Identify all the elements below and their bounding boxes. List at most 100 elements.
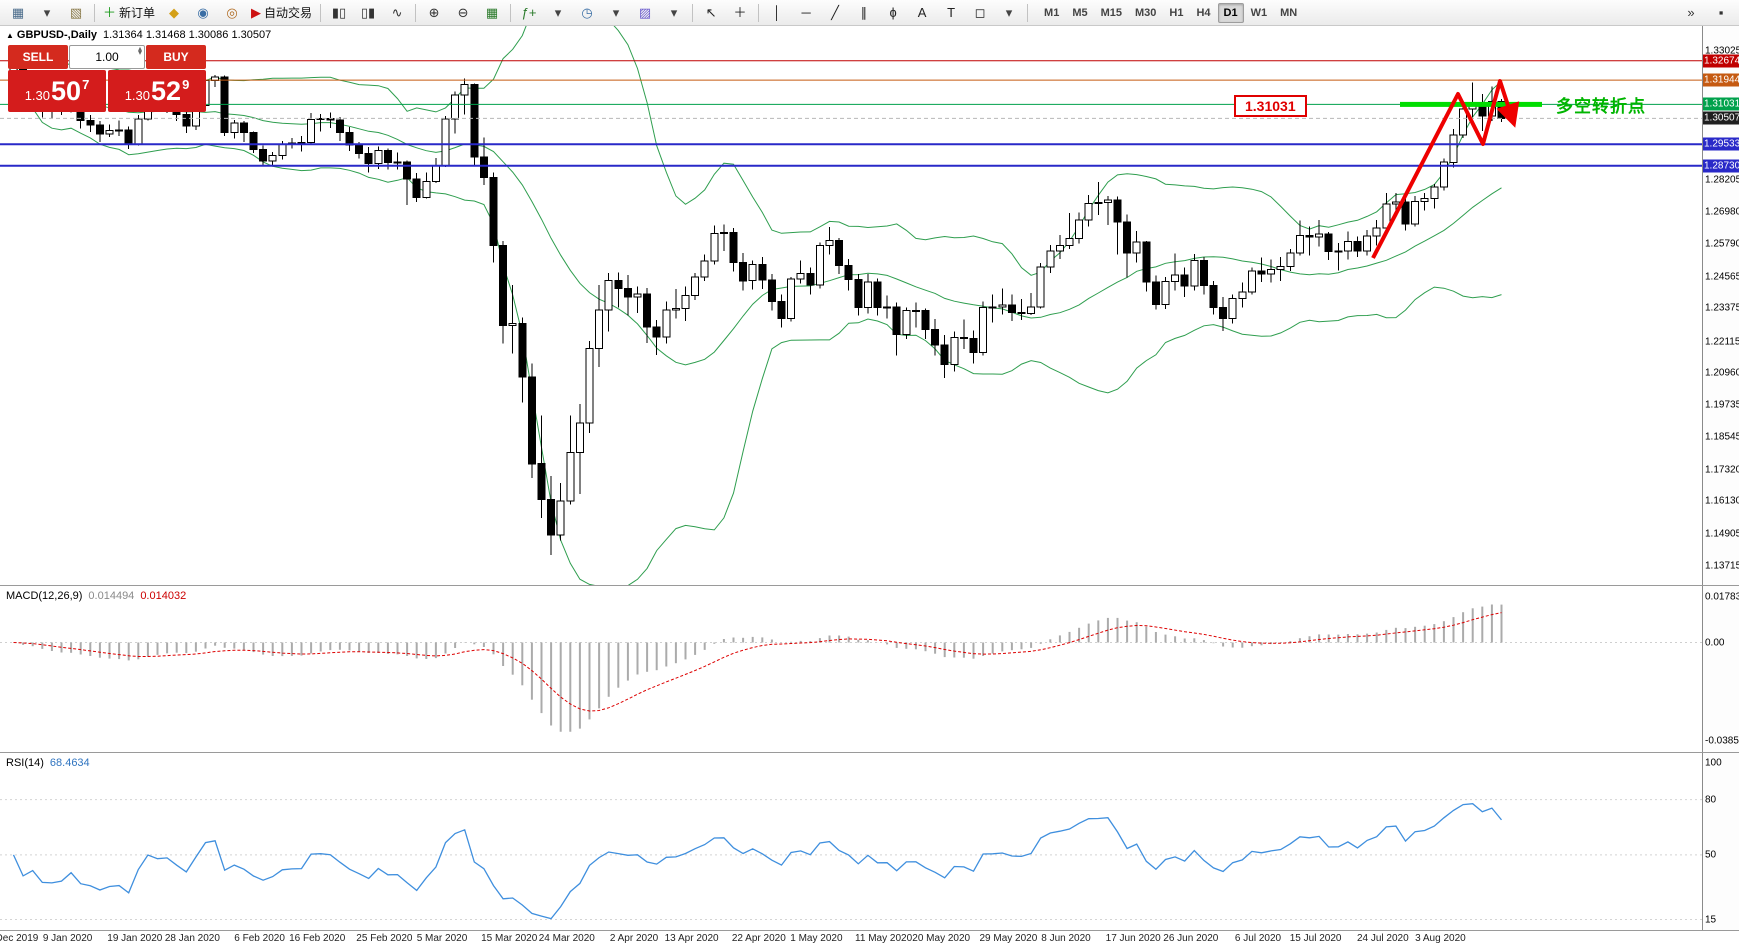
macd-tick: -0.038559 xyxy=(1705,735,1739,747)
new-order-button: ＋ xyxy=(103,5,117,20)
community-icon: ◉ xyxy=(197,5,209,20)
spinner-up-icon[interactable]: ▴ xyxy=(137,44,142,53)
market-icon: ◎ xyxy=(226,5,238,20)
timeframe-m5-button[interactable]: M5 xyxy=(1072,6,1088,19)
zoom-in-icon[interactable]: ⊕ xyxy=(420,2,448,24)
volume-input[interactable]: 1.00 ▴ ▾ xyxy=(69,44,145,69)
support-segment[interactable] xyxy=(1400,101,1542,107)
fibonacci-icon: ɸ xyxy=(889,5,897,20)
templates-icon[interactable]: ▨ xyxy=(631,2,659,24)
trendline-icon[interactable]: ╱ xyxy=(821,2,849,24)
date-label: 13 Apr 2020 xyxy=(664,933,719,944)
label-icon: T xyxy=(947,5,956,20)
community-icon[interactable]: ◉ xyxy=(189,2,217,24)
sell-button[interactable]: SELL xyxy=(8,45,68,69)
toolbar-pin-icon[interactable]: ▪ xyxy=(1707,2,1735,24)
templates-dropdown-icon[interactable]: ▾ xyxy=(660,2,688,24)
indicators-dropdown-icon[interactable]: ▾ xyxy=(544,2,572,24)
crosshair-icon[interactable]: ＋ xyxy=(726,2,754,24)
new-order-button[interactable]: ＋新订单 xyxy=(99,2,159,24)
timeframe-mn-button[interactable]: MN xyxy=(1280,6,1298,19)
line-chart-mode-icon[interactable]: ∿ xyxy=(383,2,411,24)
vertical-line-icon[interactable]: │ xyxy=(763,2,791,24)
horizontal-line-icon[interactable]: ─ xyxy=(792,2,820,24)
horizontal-lines[interactable] xyxy=(0,60,1702,167)
periods-icon[interactable]: ◷ xyxy=(573,2,601,24)
timeframe-h4-button[interactable]: H4 xyxy=(1196,6,1211,19)
volume-spinner[interactable]: ▴ ▾ xyxy=(137,44,142,58)
timeframe-w1-button[interactable]: W1 xyxy=(1250,6,1268,19)
zoom-out-icon[interactable]: ⊖ xyxy=(449,2,477,24)
templates-dropdown-icon: ▾ xyxy=(670,5,678,20)
text-icon[interactable]: A xyxy=(908,2,936,24)
timeframe-m30-button[interactable]: M30 xyxy=(1135,6,1157,19)
date-label: 11 May 2020 xyxy=(855,933,913,944)
date-label: 17 Jun 2020 xyxy=(1105,933,1161,944)
sell-price-main: 50 xyxy=(51,75,82,106)
shapes-icon: ◻ xyxy=(974,5,986,20)
indicators-icon[interactable]: ƒ+ xyxy=(515,2,543,24)
toolbar-separator xyxy=(415,3,417,22)
alerts-icon[interactable]: ◆ xyxy=(160,2,188,24)
toolbar-more-icon[interactable]: » xyxy=(1677,2,1705,24)
market-icon[interactable]: ◎ xyxy=(218,2,246,24)
channel-icon[interactable]: ∥ xyxy=(850,2,878,24)
main-chart-panel[interactable]: 1.33025 1.28205 1.26980 1.25790 1.24565 1.233… xyxy=(0,26,1739,585)
date-label: 15 Mar 2020 xyxy=(481,933,538,944)
buy-price-panel[interactable]: 1.30 52 9 xyxy=(108,70,206,112)
sell-price-prefix: 1.30 xyxy=(24,87,51,103)
arrows-dropdown-icon: ▾ xyxy=(1005,5,1013,20)
label-icon[interactable]: T xyxy=(937,2,965,24)
macd-axis[interactable]: 0.017833 0.00 -0.038559 xyxy=(1702,586,1739,752)
arrows-dropdown-icon[interactable]: ▾ xyxy=(995,2,1023,24)
chart-list-dropdown-icon[interactable]: ▾ xyxy=(33,2,61,24)
buy-price-main: 52 xyxy=(151,75,182,106)
date-label: 6 Feb 2020 xyxy=(234,933,285,944)
macd-panel[interactable]: 0.017833 0.00 -0.038559 MACD(12,26,9) 0.014… xyxy=(0,585,1739,752)
price-axis[interactable]: 1.33025 1.28205 1.26980 1.25790 1.24565 1.233… xyxy=(1702,26,1739,585)
price-level-annotation[interactable]: 1.31031 xyxy=(1234,95,1307,117)
timeframe-d1-button[interactable]: D1 xyxy=(1217,2,1244,23)
buy-button[interactable]: BUY xyxy=(146,45,206,69)
periods-icon: ◷ xyxy=(581,5,593,20)
timeframe-m15-button[interactable]: M15 xyxy=(1100,6,1123,19)
new-chart-icon[interactable]: ▦ xyxy=(4,2,32,24)
price-tick: 1.17320 xyxy=(1705,464,1739,476)
trend-arrow[interactable] xyxy=(1371,79,1520,259)
turning-point-label[interactable]: 多空转折点 xyxy=(1556,97,1646,116)
price-tick: 1.25790 xyxy=(1705,238,1739,250)
autotrading-button[interactable]: ▶ 自动交易 xyxy=(247,2,316,24)
periods-dropdown-icon[interactable]: ▾ xyxy=(602,2,630,24)
price-tick: 1.20960 xyxy=(1705,367,1739,379)
price-tick: 1.24565 xyxy=(1705,271,1739,283)
date-label: 25 Feb 2020 xyxy=(356,933,413,944)
timeframe-m1-button[interactable]: M1 xyxy=(1044,6,1060,19)
tile-windows-icon[interactable]: ▦ xyxy=(478,2,506,24)
bar-chart-mode-icon[interactable]: ▮▯ xyxy=(325,2,353,24)
spinner-down-icon[interactable]: ▾ xyxy=(137,48,142,58)
collapse-icon[interactable]: ▲ xyxy=(6,31,14,40)
price-tick: 1.33025 xyxy=(1705,45,1739,57)
candlestick-mode-icon[interactable]: ▯▮ xyxy=(354,2,382,24)
fibonacci-icon[interactable]: ɸ xyxy=(879,2,907,24)
price-badge-1.31944: 1.31944 xyxy=(1703,73,1739,87)
macd-histogram xyxy=(22,604,1503,732)
rsi-panel[interactable]: 100 80 50 15 RSI(14) 68.4634 xyxy=(0,752,1739,930)
price-chart-canvas[interactable] xyxy=(0,26,1702,585)
cursor-icon[interactable]: ↖ xyxy=(697,2,725,24)
periods-dropdown-icon: ▾ xyxy=(612,5,620,20)
sell-price-panel[interactable]: 1.30 50 7 xyxy=(8,70,106,112)
date-label: 28 Jan 2020 xyxy=(164,933,220,944)
date-label: 26 Jun 2020 xyxy=(1163,933,1219,944)
profiles-icon[interactable]: ▧ xyxy=(62,2,90,24)
rsi-label: RSI(14) 68.4634 xyxy=(6,757,90,769)
sell-price-pip: 7 xyxy=(82,76,90,92)
symbol-info: ▲ GBPUSD-,Daily 1.31364 1.31468 1.30086 1.… xyxy=(6,29,271,41)
one-click-trading-widget: SELL 1.00 ▴ ▾ BUY 1.30 50 7 1.30 52 9 xyxy=(8,44,206,112)
timeframe-h1-button[interactable]: H1 xyxy=(1169,6,1184,19)
price-tick: 1.22115 xyxy=(1705,336,1739,348)
rsi-axis[interactable]: 100 80 50 15 xyxy=(1702,753,1739,930)
shapes-icon[interactable]: ◻ xyxy=(966,2,994,24)
